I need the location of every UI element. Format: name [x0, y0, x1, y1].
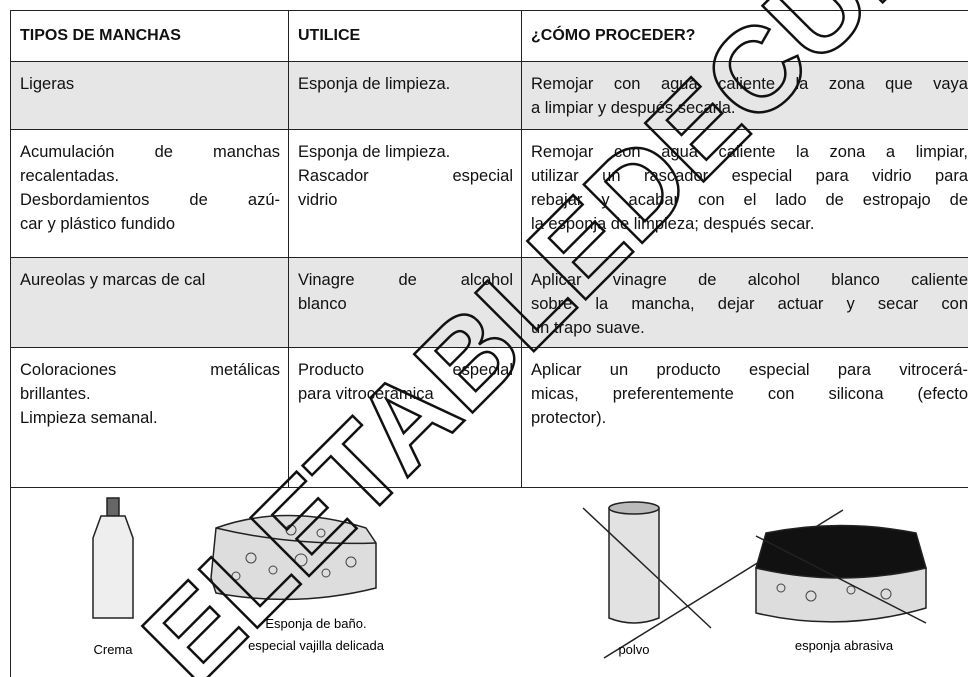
table-cell: Producto especial para vitrocerámica — [288, 348, 521, 487]
table-cell: Aplicar vinagre de alcohol blanco calien… — [521, 258, 968, 347]
cell-line: Rascador especial — [298, 167, 513, 185]
bath-sponge — [210, 514, 377, 601]
cell-line: rebajar y acabar con el lado de estropaj… — [531, 191, 968, 209]
cell-line: a limpiar y después secarla. — [531, 99, 736, 117]
table-cell: Coloraciones metálicas brillantes. Limpiez… — [10, 348, 288, 487]
figure-drawings: Crema Esponja de baño. especial vajilla de… — [92, 497, 927, 659]
figure-caption: especial vajilla delicada — [248, 638, 385, 653]
table-row: Ligeras Esponja de limpieza. Remojar con a… — [10, 62, 968, 130]
cell-line: Ligeras — [20, 75, 75, 93]
table-cell: Remojar con agua caliente la zona a limp… — [521, 130, 968, 257]
cell-line: recalentadas. — [20, 167, 120, 185]
cell-line: un trapo suave. — [531, 319, 645, 337]
cell-line: Aureolas y marcas de cal — [20, 271, 206, 289]
table-cell: Aplicar un producto especial para vitroc… — [521, 348, 968, 487]
header-row: TIPOS DE MANCHAS UTILICE ¿CÓMO PROCEDER? — [10, 10, 968, 62]
table-cell: Remojar con agua caliente la zona que va… — [521, 62, 968, 129]
cell-line: brillantes. — [20, 385, 91, 403]
abrasive-sponge — [755, 524, 927, 624]
figures: Crema Esponja de baño. especial vajilla de… — [10, 488, 968, 677]
cell-line: utilizar un rascador especial para vidri… — [531, 167, 968, 185]
table-row: Acumulación de manchas recalentadas. Desbo… — [10, 130, 968, 258]
table-row: Coloraciones metálicas brillantes. Limpiez… — [10, 348, 968, 488]
cell-line: Esponja de limpieza. — [298, 143, 451, 161]
table-cell: Vinagre de alcohol blanco — [288, 258, 521, 347]
header-cell: ¿CÓMO PROCEDER? — [521, 11, 968, 61]
cell-line: protector). — [531, 409, 607, 427]
stain-table: TIPOS DE MANCHAS UTILICE ¿CÓMO PROCEDER? Li… — [10, 10, 968, 488]
cell-line: Acumulación de manchas — [20, 143, 280, 161]
cell-line: car y plástico fundido — [20, 215, 176, 233]
cell-line: Desbordamientos de azú- — [20, 191, 280, 209]
cell-line: Coloraciones metálicas — [20, 361, 280, 379]
cell-line: sobre la mancha, dejar actuar y secar co… — [531, 295, 968, 313]
powder-can — [582, 501, 844, 659]
table-cell: Ligeras — [10, 62, 288, 129]
table-cell: Esponja de limpieza. Rascador especial vid… — [288, 130, 521, 257]
cell-line: blanco — [298, 295, 347, 313]
header-cell: TIPOS DE MANCHAS — [10, 11, 288, 61]
figure-caption: esponja abrasiva — [795, 638, 894, 653]
cell-line: Esponja de limpieza. — [298, 75, 451, 93]
figure-caption: Crema — [93, 642, 133, 657]
figure-caption: Esponja de baño. — [265, 616, 366, 631]
table-row: Aureolas y marcas de cal Vinagre de alcoh… — [10, 258, 968, 348]
cell-line: Remojar con agua caliente la zona a limp… — [531, 143, 968, 161]
cream-tube — [92, 497, 134, 619]
cell-line: vidrio — [298, 191, 338, 209]
cell-line: Vinagre de alcohol — [298, 271, 513, 289]
table-cell: Acumulación de manchas recalentadas. Desbo… — [10, 130, 288, 257]
cell-line: Limpieza semanal. — [20, 409, 158, 427]
header-cell: UTILICE — [288, 11, 521, 61]
cell-line: Producto especial — [298, 361, 513, 379]
cell-line: la esponja de limpieza; después secar. — [531, 215, 815, 233]
figure-caption: polvo — [618, 642, 649, 657]
cell-line: para vitrocerámica — [298, 385, 434, 403]
cell-line: Aplicar un producto especial para vitroc… — [531, 361, 968, 379]
table-cell: Esponja de limpieza. — [288, 62, 521, 129]
cell-line: Aplicar vinagre de alcohol blanco calien… — [531, 271, 968, 289]
cell-line: micas, preferentemente con silicona (efe… — [531, 385, 968, 403]
cell-line: Remojar con agua caliente la zona que va… — [531, 75, 968, 93]
table-cell: Aureolas y marcas de cal — [10, 258, 288, 347]
